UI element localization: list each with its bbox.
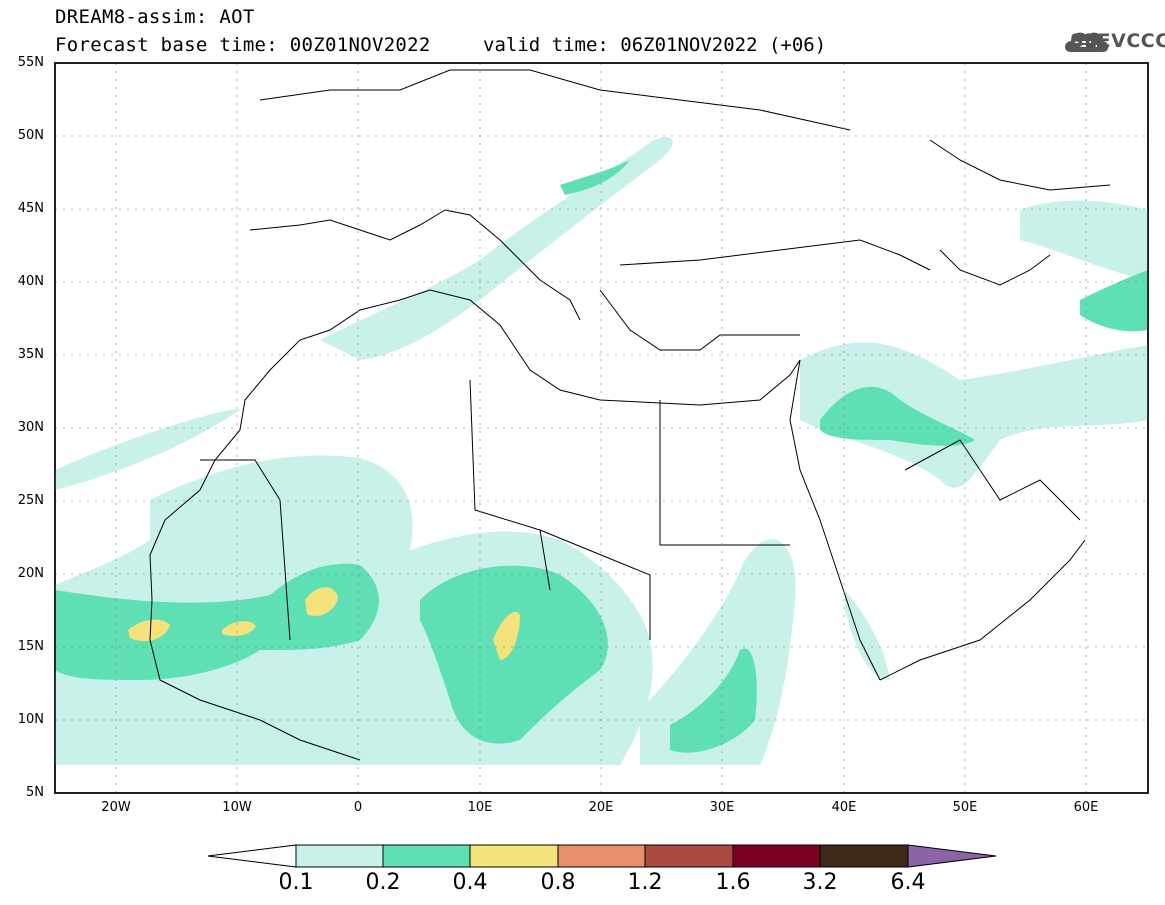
- lat-label: 10N: [17, 712, 44, 727]
- lat-label: 35N: [17, 347, 44, 362]
- lat-label: 20N: [17, 566, 44, 581]
- colorbar: [207, 844, 997, 868]
- colorbar-swatch-1: [295, 844, 384, 868]
- lat-label: 45N: [17, 201, 44, 216]
- colorbar-upper-extend: [907, 844, 997, 868]
- lon-label: 10W: [222, 800, 252, 815]
- colorbar-swatch-4: [557, 844, 646, 868]
- colorbar-label: 0.1: [278, 870, 314, 895]
- colorbar-label: 1.2: [627, 870, 663, 895]
- forecast-base-time: Forecast base time: 00Z01NOV2022: [55, 34, 431, 56]
- lon-label: 50E: [952, 800, 978, 815]
- lat-label: 5N: [26, 785, 44, 800]
- lon-label: 60E: [1073, 800, 1099, 815]
- lat-label: 15N: [17, 639, 44, 654]
- lon-label: 0: [353, 800, 363, 815]
- lat-label: 55N: [17, 55, 44, 70]
- colorbar-label: 0.8: [540, 870, 576, 895]
- lat-label: 25N: [17, 493, 44, 508]
- colorbar-label: 0.2: [365, 870, 401, 895]
- colorbar-swatch-6: [732, 844, 821, 868]
- map-title: DREAM8-assim: AOT: [55, 6, 255, 28]
- grid-lines: [55, 63, 1148, 793]
- aot-shading-mid: [55, 160, 1148, 753]
- lon-label: 30E: [709, 800, 735, 815]
- colorbar-lower-extend: [207, 844, 297, 868]
- lon-label: 40E: [831, 800, 857, 815]
- aot-shading-high: [128, 587, 520, 660]
- lat-label: 50N: [17, 128, 44, 143]
- colorbar-swatch-5: [644, 844, 734, 868]
- lat-label: 30N: [17, 420, 44, 435]
- colorbar-label: 0.4: [452, 870, 488, 895]
- colorbar-label: 1.6: [715, 870, 751, 895]
- colorbar-swatch-3: [469, 844, 559, 868]
- valid-time: valid time: 06Z01NOV2022 (+06): [483, 34, 827, 56]
- lat-label: 40N: [17, 274, 44, 289]
- lon-label: 20W: [101, 800, 131, 815]
- colorbar-label: 6.4: [890, 870, 926, 895]
- colorbar-swatch-2: [382, 844, 471, 868]
- lon-label: 10E: [467, 800, 493, 815]
- lon-label: 20E: [588, 800, 614, 815]
- cloud-icon: [1065, 32, 1109, 52]
- seevccc-logo-text: SEEVCCC: [1070, 30, 1165, 52]
- colorbar-label: 3.2: [802, 870, 838, 895]
- coastlines: [149, 69, 1111, 761]
- colorbar-swatch-7: [819, 844, 909, 868]
